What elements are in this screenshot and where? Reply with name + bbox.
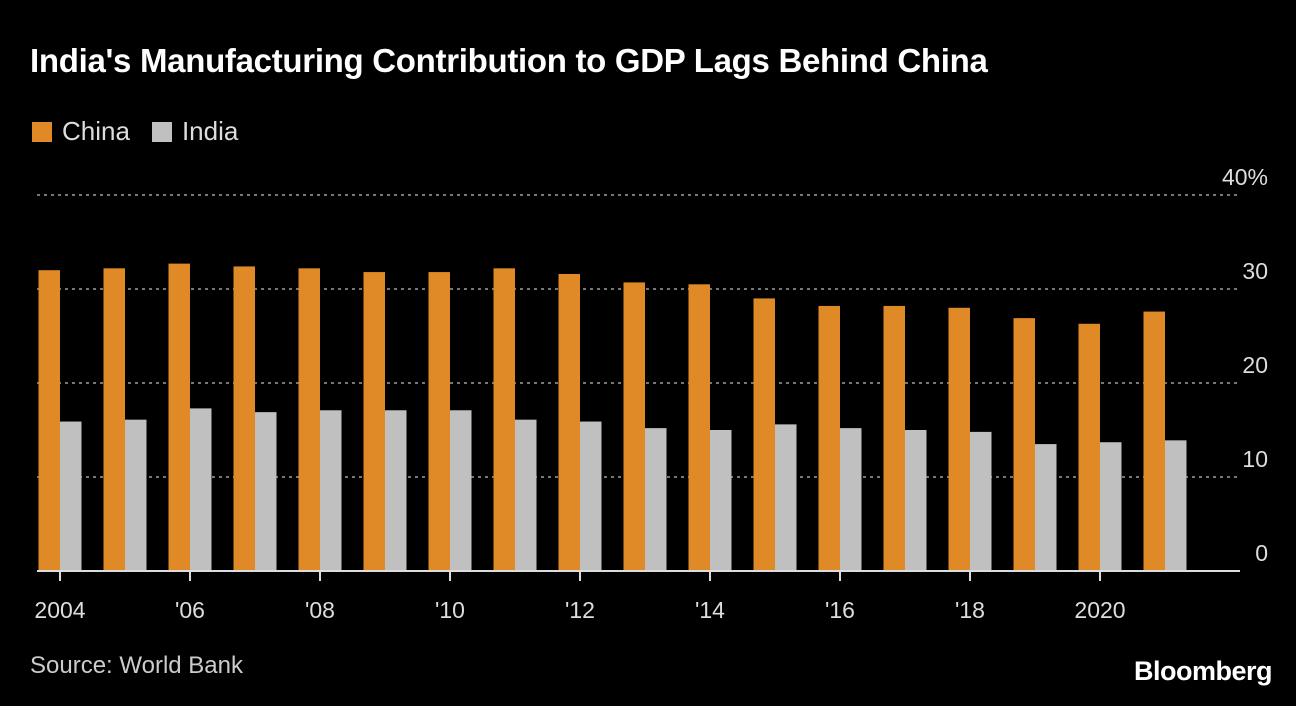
bar-india-2016 xyxy=(840,428,862,571)
source-note: Source: World Bank xyxy=(30,652,243,679)
bar-china-2012 xyxy=(558,273,580,571)
y-tick-label: 40% xyxy=(1222,164,1268,190)
bar-india-2014 xyxy=(710,430,732,571)
bar-china-2019 xyxy=(1013,318,1035,571)
x-tick-label: '06 xyxy=(175,597,205,623)
legend-label-india: India xyxy=(181,116,239,146)
legend-label-china: China xyxy=(62,116,130,146)
bar-china-2005 xyxy=(103,268,125,571)
legend-swatch-china xyxy=(32,121,52,142)
bar-china-2006 xyxy=(168,263,190,571)
legend-item-india: India xyxy=(151,116,239,147)
bloomberg-logo: Bloomberg xyxy=(1133,656,1273,686)
legend: China India xyxy=(32,116,238,147)
bar-india-2017 xyxy=(905,430,927,571)
bar-india-2009 xyxy=(385,410,407,571)
bar-china-2016 xyxy=(818,305,840,571)
bar-india-2007 xyxy=(255,412,277,571)
x-tick-label: '16 xyxy=(825,597,855,623)
y-tick-label: 30 xyxy=(1242,258,1268,284)
bar-china-2004 xyxy=(38,270,60,571)
bar-india-2013 xyxy=(645,428,667,571)
bar-india-2021 xyxy=(1165,440,1187,571)
x-tick-label: 2004 xyxy=(34,597,85,623)
bar-china-2009 xyxy=(363,272,385,571)
bar-china-2015 xyxy=(753,298,775,571)
bar-china-2020 xyxy=(1078,323,1100,571)
chart-title: India's Manufacturing Contribution to GD… xyxy=(30,42,988,79)
bar-india-2006 xyxy=(190,408,212,571)
x-tick-label: '14 xyxy=(695,597,725,623)
legend-swatch-india xyxy=(151,121,172,142)
y-tick-label: 10 xyxy=(1242,446,1268,472)
x-tick-label: '12 xyxy=(565,597,595,623)
bar-india-2019 xyxy=(1035,444,1057,571)
bar-india-2011 xyxy=(515,419,537,571)
bar-india-2008 xyxy=(320,410,342,571)
bar-china-2014 xyxy=(688,284,710,571)
x-tick-label: 2020 xyxy=(1074,597,1125,623)
bar-india-2010 xyxy=(450,410,472,571)
bar-china-2008 xyxy=(298,268,320,571)
y-tick-label: 20 xyxy=(1242,352,1268,378)
bar-china-2011 xyxy=(493,268,515,571)
bar-india-2005 xyxy=(125,419,147,571)
bar-india-2004 xyxy=(60,421,82,571)
bar-india-2015 xyxy=(775,424,797,571)
bar-china-2021 xyxy=(1143,311,1165,571)
bar-china-2007 xyxy=(233,266,255,571)
bar-china-2010 xyxy=(428,272,450,571)
x-tick-label: '08 xyxy=(305,597,335,623)
bar-china-2013 xyxy=(623,282,645,571)
bar-india-2012 xyxy=(580,421,602,571)
legend-item-china: China xyxy=(32,116,130,147)
y-tick-label: 0 xyxy=(1255,540,1268,566)
bar-india-2020 xyxy=(1100,442,1122,571)
x-tick-label: '18 xyxy=(955,597,985,623)
x-tick-label: '10 xyxy=(435,597,465,623)
bar-india-2018 xyxy=(970,431,992,571)
bar-china-2017 xyxy=(883,305,905,571)
bar-china-2018 xyxy=(948,307,970,571)
